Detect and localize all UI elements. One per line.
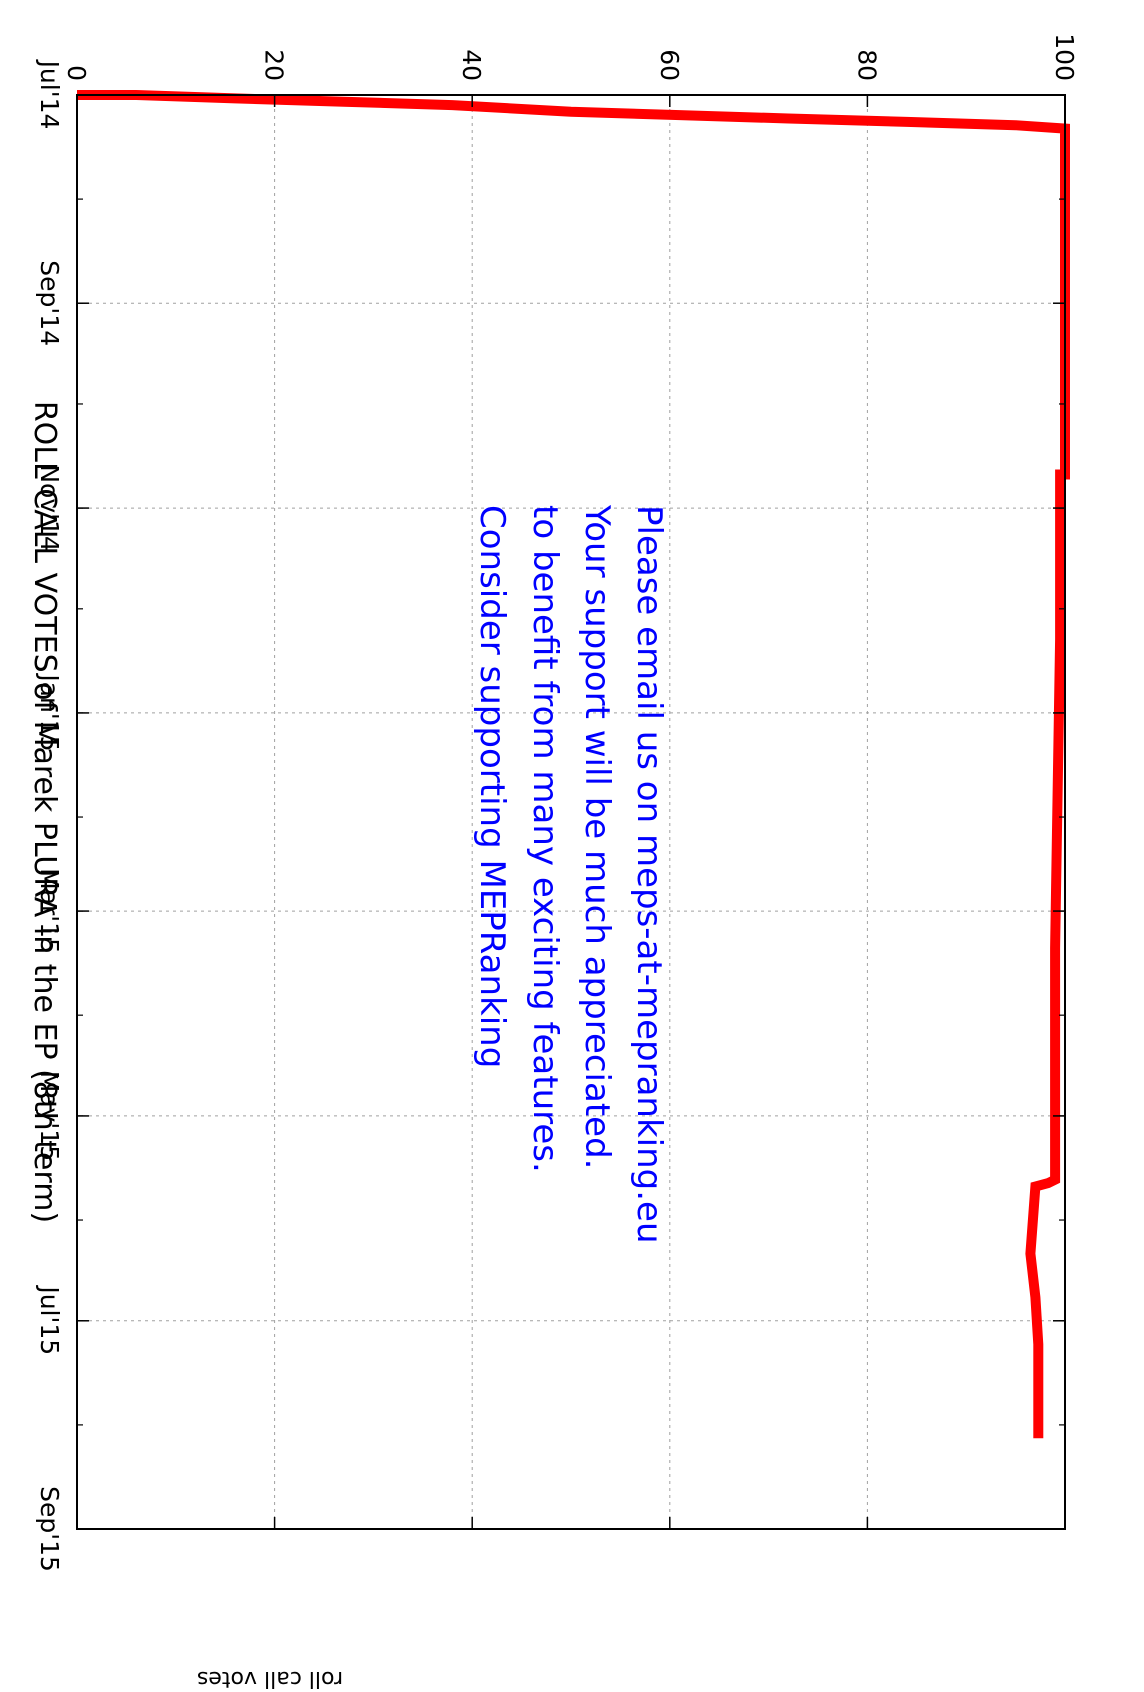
annotation-line-4: Please email us on meps-at-mepranking.eu (629, 505, 669, 1244)
x-tick-label: Mar'15 (35, 868, 64, 954)
x-tick-label: Jul'15 (35, 1284, 64, 1355)
grid (77, 95, 1065, 1529)
y-tick-label: 40 (457, 49, 486, 81)
tick-labels: 0 20 40 60 80 100 Jul'14 Sep'14 Nov'14 Jan'15 Mar'… (35, 33, 1079, 1572)
plot-area: 0 20 40 60 80 100 Jul'14 Sep'14 Nov'14 Jan'15 Mar'… (27, 33, 1079, 1572)
x-tick-label: Jul'14 (35, 59, 64, 130)
x-tick-label: Nov'14 (35, 464, 64, 551)
x-tick-label: Sep'14 (35, 260, 64, 346)
x-tick-label: Jan'15 (35, 672, 64, 751)
x-tick-label: Sep'15 (35, 1486, 64, 1572)
y-tick-label: 60 (655, 49, 684, 81)
y-tick-label: 80 (852, 49, 881, 81)
chart-title: ROLL CALL VOTES of Marek PLURA in the EP… (27, 401, 62, 1223)
ticks (76, 94, 1066, 1530)
y-tick-label: 0 (62, 65, 91, 81)
annotation-line-2: to benefit from many exciting features. (525, 505, 565, 1173)
plot-border (76, 94, 1066, 1530)
x-tick-label: May'15 (35, 1071, 64, 1161)
annotation-block: Consider supporting MEPRanking to benefi… (472, 504, 669, 1244)
y-tick-label: 100 (1050, 33, 1079, 81)
annotation-line-1: Consider supporting MEPRanking (472, 505, 512, 1068)
y-axis-label: roll call votes (197, 1666, 343, 1691)
y-tick-label: 20 (260, 49, 289, 81)
annotation-line-3: Your support will be much appreciated. (577, 504, 617, 1169)
